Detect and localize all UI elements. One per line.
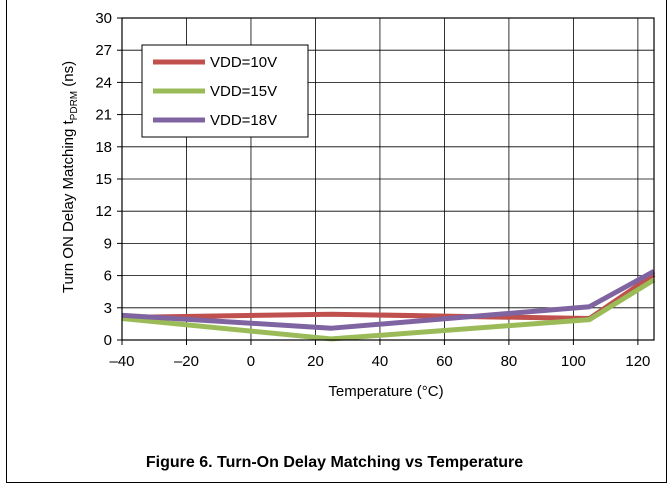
x-tick-label: 40 [372, 353, 389, 370]
y-tick-label: 30 [95, 10, 112, 27]
y-axis-label-unit: (ns) [60, 61, 77, 91]
x-tick-label: –40 [109, 353, 134, 370]
x-tick-label: 80 [501, 353, 518, 370]
legend-label: VDD=15V [210, 83, 277, 100]
x-tick-label: 120 [625, 353, 650, 370]
y-tick-label: 24 [95, 74, 112, 91]
line-chart: 0 3 6 9 12 15 18 21 24 27 30 –40 –20 0 20 40 60 80 100 120… [60, 10, 656, 400]
x-axis-ticks: –40 –20 0 20 40 60 80 100 120 [109, 340, 650, 370]
y-tick-label: 0 [104, 332, 112, 349]
chart-legend: VDD=10V VDD=15V VDD=18V [141, 44, 309, 138]
legend-label: VDD=10V [210, 54, 277, 71]
y-tick-label: 3 [104, 300, 112, 317]
x-tick-label: –20 [174, 353, 199, 370]
legend-label: VDD=18V [210, 112, 277, 129]
x-tick-label: 60 [436, 353, 453, 370]
y-axis-ticks: 0 3 6 9 12 15 18 21 24 27 30 [95, 10, 122, 349]
y-tick-label: 18 [95, 139, 112, 156]
y-tick-label: 27 [95, 42, 112, 59]
x-axis-label: Temperature (°C) [328, 383, 443, 400]
x-tick-label: 100 [561, 353, 586, 370]
figure-caption: Figure 6. Turn-On Delay Matching vs Temp… [145, 454, 524, 471]
y-tick-label: 21 [95, 107, 112, 124]
y-axis-label-main: Turn ON Delay Matching t [60, 119, 77, 293]
y-axis-label: Turn ON Delay Matching tPDRM (ns) [60, 61, 80, 293]
x-tick-label: 0 [247, 353, 255, 370]
y-tick-label: 12 [95, 203, 112, 220]
series-line [121, 272, 656, 322]
y-axis-label-subscript: PDRM [69, 91, 80, 120]
series-line [121, 269, 656, 331]
chart-series-lines [121, 269, 656, 342]
y-tick-label: 15 [95, 171, 112, 188]
x-tick-label: 20 [307, 353, 324, 370]
figure-frame [6, 0, 667, 483]
y-tick-label: 9 [104, 235, 112, 252]
y-tick-label: 6 [104, 268, 112, 285]
series-line [121, 277, 656, 342]
